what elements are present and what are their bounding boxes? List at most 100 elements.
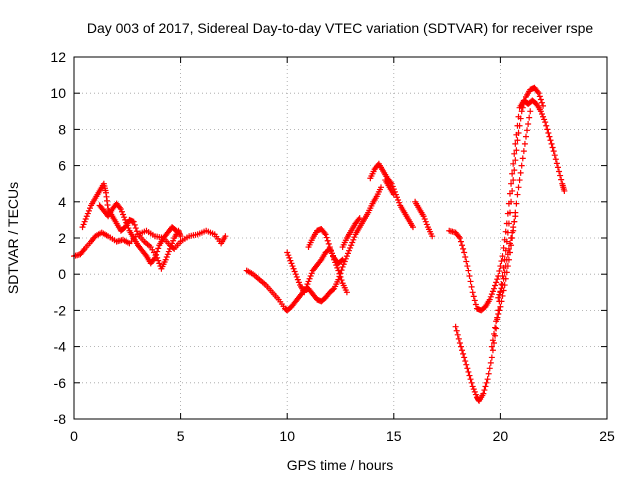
data-point (469, 289, 476, 296)
data-point (289, 263, 296, 270)
data-point (327, 247, 334, 254)
data-point (467, 278, 474, 285)
data-point (542, 119, 549, 126)
data-point (130, 218, 137, 225)
data-point (132, 225, 139, 232)
data-segment (452, 84, 547, 404)
data-point (116, 204, 123, 211)
x-tick-label: 15 (386, 428, 402, 444)
data-point (500, 275, 507, 282)
data-point (510, 224, 517, 231)
data-point (123, 219, 130, 226)
data-point (456, 235, 463, 241)
data-point (519, 155, 526, 162)
x-axis-label: GPS time / hours (287, 457, 394, 473)
data-point (481, 387, 488, 394)
data-point (553, 160, 560, 167)
data-point (464, 365, 471, 372)
data-point (164, 251, 171, 258)
data-point (351, 234, 358, 241)
data-point (522, 133, 529, 140)
data-point (321, 230, 328, 237)
y-tick-label: -4 (54, 339, 67, 355)
data-point (512, 140, 519, 147)
data-point (454, 331, 461, 338)
data-point (488, 354, 495, 361)
data-point (460, 245, 467, 252)
data-point (462, 358, 469, 365)
data-point (156, 260, 163, 267)
data-point (544, 126, 551, 133)
data-point (468, 379, 475, 386)
data-point (326, 244, 333, 251)
data-point (508, 180, 515, 187)
data-point (350, 236, 357, 243)
data-point (524, 127, 531, 134)
data-point (480, 390, 487, 397)
data-point (84, 210, 91, 217)
data-point (466, 273, 473, 280)
data-point (133, 228, 140, 235)
data-point (463, 258, 470, 265)
data-point (548, 140, 555, 147)
data-point (461, 249, 468, 256)
data-point (121, 214, 128, 221)
data-point (488, 343, 495, 350)
data-point (550, 148, 557, 155)
data-point (486, 296, 493, 303)
data-point (465, 267, 472, 274)
data-point (294, 276, 301, 283)
data-point (395, 196, 402, 203)
data-point (86, 205, 93, 212)
data-segment (367, 160, 416, 231)
data-point (498, 298, 505, 305)
data-point (348, 242, 355, 249)
data-point (517, 169, 524, 176)
y-tick-label: 6 (58, 158, 66, 174)
data-point (302, 286, 309, 293)
data-point (511, 218, 518, 225)
data-point (502, 263, 509, 270)
data-point (173, 227, 180, 234)
data-point (512, 213, 519, 220)
data-point (492, 324, 499, 331)
plot-frame (73, 56, 608, 420)
data-point (513, 200, 520, 207)
data-point (516, 122, 523, 129)
data-point (303, 283, 310, 290)
x-tick-label: 20 (493, 428, 509, 444)
data-point (349, 239, 356, 246)
data-point (393, 194, 400, 201)
y-axis-ticks: -8 -6 -4 -2 0 2 4 6 8 10 12 (50, 49, 607, 427)
data-segment (495, 213, 519, 301)
data-point (461, 354, 468, 361)
data-point (325, 240, 332, 247)
data-point (492, 282, 499, 289)
data-point (471, 388, 478, 395)
data-point (510, 177, 517, 184)
data-point (409, 224, 416, 231)
data-point (287, 257, 294, 264)
x-axis-ticks: 0 5 10 15 20 25 (70, 57, 615, 444)
data-segment (382, 177, 397, 198)
data-point (496, 291, 503, 298)
data-segment (79, 180, 184, 272)
data-point (503, 256, 510, 263)
data-point (396, 199, 403, 206)
data-segment (412, 198, 436, 240)
y-tick-label: 2 (58, 230, 66, 246)
data-point (501, 269, 508, 276)
y-tick-label: -2 (54, 302, 67, 318)
data-point (468, 283, 475, 290)
data-point (493, 325, 500, 332)
data-point (330, 253, 337, 260)
data-point (503, 238, 510, 245)
chart-title: Day 003 of 2017, Sidereal Day-to-day VTE… (87, 20, 593, 36)
data-point (323, 234, 330, 241)
data-point (117, 206, 124, 213)
data-point (301, 289, 308, 296)
data-point (152, 254, 159, 261)
data-point (511, 167, 518, 174)
data-point (536, 93, 543, 100)
data-point (118, 208, 125, 215)
